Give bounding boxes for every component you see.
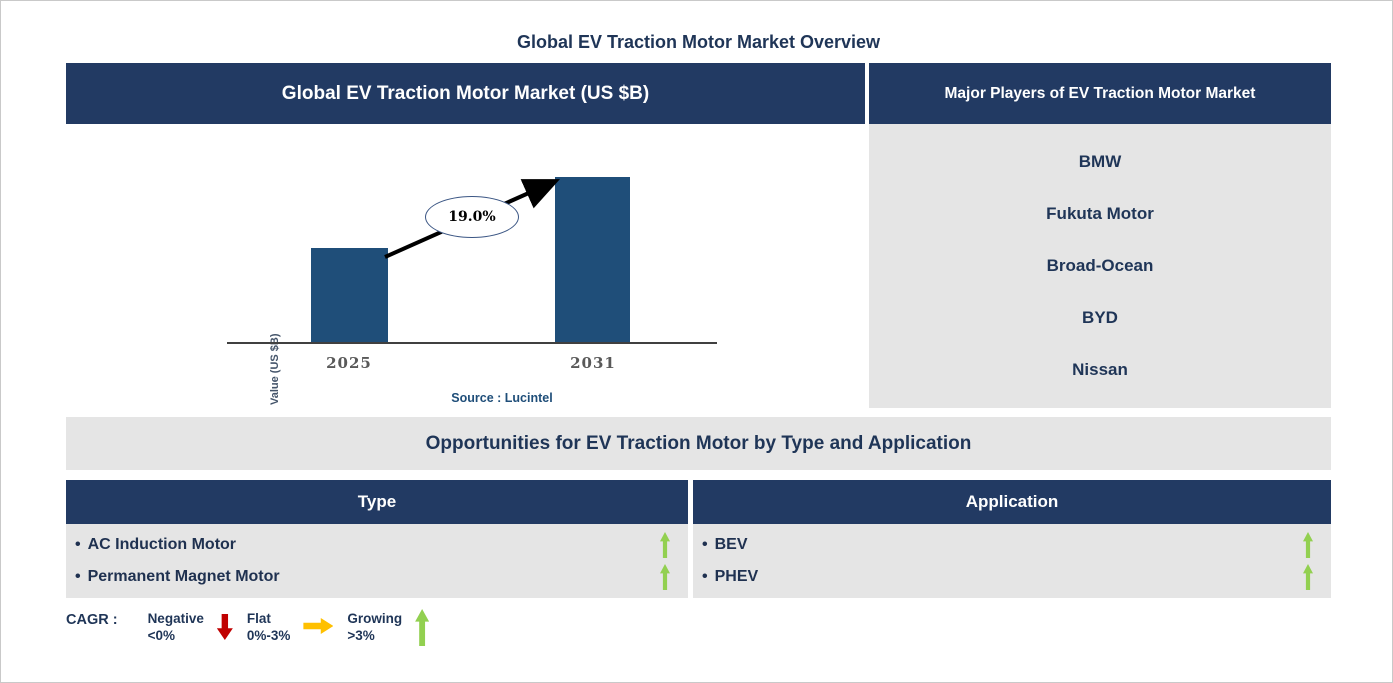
legend-entry-range: <0%	[147, 628, 175, 643]
legend-entry-name: Negative	[147, 611, 204, 626]
bar-2031	[555, 177, 630, 342]
players-panel-header: Major Players of EV Traction Motor Marke…	[869, 63, 1331, 124]
cagr-callout: 19.0%	[425, 196, 519, 238]
legend-entry-text: Flat 0%-3%	[247, 610, 291, 644]
type-item-label: Permanent Magnet Motor	[87, 568, 280, 585]
application-item-label: PHEV	[714, 568, 759, 585]
growing-up-arrow-icon	[660, 564, 670, 590]
bar-2025	[311, 248, 388, 342]
application-header-label: Application	[965, 492, 1059, 511]
legend-entry-range: 0%-3%	[246, 628, 291, 643]
legend-entry-growing: Growing >3%	[347, 609, 443, 646]
x-tick-2025: 2025	[326, 354, 372, 372]
plot-area	[227, 124, 717, 344]
list-item: • AC Induction Motor	[66, 529, 688, 561]
legend-entry-name: Growing	[347, 611, 403, 626]
growing-up-arrow-icon	[415, 609, 430, 646]
source-note: Source : Lucintel	[451, 391, 553, 405]
bullet: •	[75, 568, 81, 585]
legend-title: CAGR :	[66, 612, 118, 628]
legend-entry-range: >3%	[347, 628, 375, 643]
chart-panel-header: Global EV Traction Motor Market (US $B)	[66, 63, 865, 124]
application-column-header: Application	[693, 480, 1331, 524]
opportunities-band: Opportunities for EV Traction Motor by T…	[66, 417, 1331, 470]
bullet: •	[75, 536, 81, 553]
growing-up-arrow-icon	[1303, 564, 1313, 590]
growing-up-arrow-icon	[1303, 532, 1313, 558]
players-panel-title: Major Players of EV Traction Motor Marke…	[944, 84, 1256, 102]
flat-right-arrow-icon	[303, 618, 334, 634]
negative-down-arrow-icon	[216, 614, 233, 640]
cagr-value: 19.0%	[448, 209, 496, 225]
player-item: Nissan	[1072, 360, 1128, 379]
player-item: Broad-Ocean	[1046, 256, 1154, 275]
bullet: •	[702, 568, 708, 585]
growing-up-arrow-icon	[660, 532, 670, 558]
legend-entry-name: Flat	[246, 611, 271, 626]
x-tick-2031: 2031	[570, 354, 616, 372]
cagr-legend: CAGR : Negative <0% Flat 0%-3% Growing >…	[66, 609, 443, 646]
type-header-label: Type	[357, 492, 397, 511]
legend-entry-flat: Flat 0%-3%	[247, 610, 348, 644]
x-axis-line	[227, 342, 717, 344]
legend-entry-negative: Negative <0%	[148, 610, 247, 644]
list-item: • BEV	[693, 529, 1331, 561]
application-column-body: • BEV • PHEV	[693, 524, 1331, 598]
players-list: BMW Fukuta Motor Broad-Ocean BYD Nissan	[869, 124, 1331, 408]
bullet: •	[702, 536, 708, 553]
legend-entry-text: Growing >3%	[347, 610, 402, 644]
legend-entry-text: Negative <0%	[148, 610, 204, 644]
chart-panel-title: Global EV Traction Motor Market (US $B)	[281, 82, 650, 104]
player-item: BYD	[1082, 308, 1118, 327]
player-item: BMW	[1078, 152, 1122, 171]
type-column-header: Type	[66, 480, 688, 524]
player-item: Fukuta Motor	[1046, 204, 1154, 223]
list-item: • Permanent Magnet Motor	[66, 561, 688, 593]
bar-chart: Value (US $B) 19.0% 2025 2031 Source : L…	[66, 124, 865, 413]
page-title: Global EV Traction Motor Market Overview	[516, 32, 881, 52]
type-column-body: • AC Induction Motor • Permanent Magnet …	[66, 524, 688, 598]
application-item-label: BEV	[714, 536, 748, 553]
type-item-label: AC Induction Motor	[87, 536, 237, 553]
list-item: • PHEV	[693, 561, 1331, 593]
opportunities-title: Opportunities for EV Traction Motor by T…	[425, 432, 972, 454]
